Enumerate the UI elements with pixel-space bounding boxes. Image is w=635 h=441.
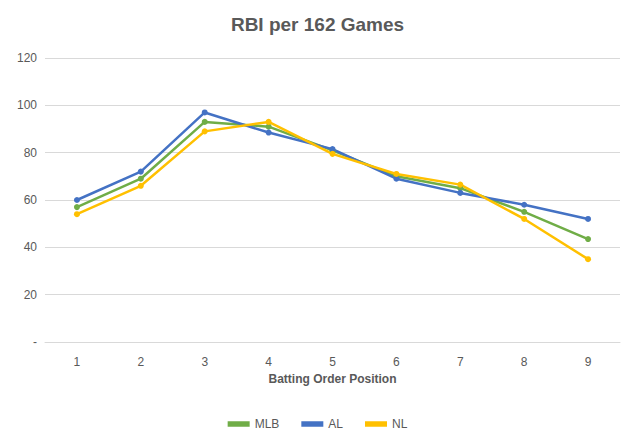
svg-text:7: 7 <box>457 355 464 369</box>
svg-text:3: 3 <box>201 355 208 369</box>
svg-text:NL: NL <box>392 417 408 431</box>
svg-text:9: 9 <box>585 355 592 369</box>
svg-text:1: 1 <box>74 355 81 369</box>
svg-text:AL: AL <box>328 417 343 431</box>
svg-text:120: 120 <box>17 51 37 65</box>
svg-text:80: 80 <box>24 146 38 160</box>
svg-text:4: 4 <box>265 355 272 369</box>
svg-text:5: 5 <box>329 355 336 369</box>
svg-text:20: 20 <box>24 288 38 302</box>
svg-text:-: - <box>33 335 37 349</box>
svg-text:Batting Order Position: Batting Order Position <box>268 372 396 386</box>
svg-text:40: 40 <box>24 240 38 254</box>
svg-text:60: 60 <box>24 193 38 207</box>
svg-text:2: 2 <box>137 355 144 369</box>
svg-text:RBI per 162 Games: RBI per 162 Games <box>231 14 404 35</box>
svg-text:MLB: MLB <box>255 417 280 431</box>
svg-text:6: 6 <box>393 355 400 369</box>
svg-text:8: 8 <box>521 355 528 369</box>
svg-text:100: 100 <box>17 98 37 112</box>
